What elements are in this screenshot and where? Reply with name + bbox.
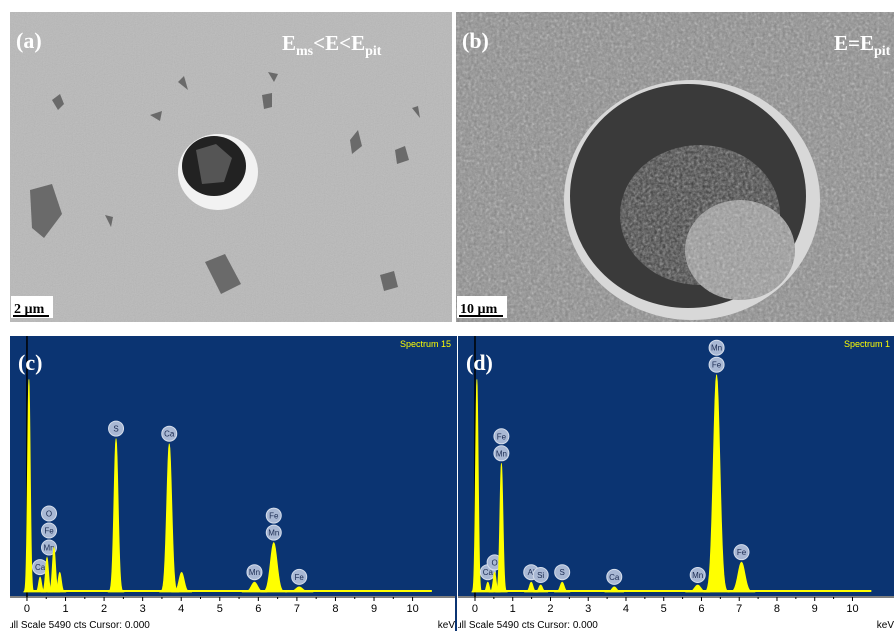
spectrum-name: Spectrum 1	[844, 339, 890, 349]
x-tick-label: 6	[698, 603, 704, 615]
sem-image-a	[10, 12, 452, 322]
x-tick-label: 0	[472, 603, 478, 615]
peak-label: S	[113, 425, 118, 434]
footer: Full Scale 5490 cts Cursor: 0.000	[2, 620, 150, 631]
peak-label: Ca	[164, 430, 175, 439]
condition-part: <E<E	[313, 31, 365, 55]
panel-label: (c)	[18, 350, 42, 375]
x-tick-label: 3	[585, 603, 591, 615]
condition-part: E=E	[834, 31, 874, 55]
panel-label: (d)	[466, 350, 493, 375]
peak-label: Fe	[737, 548, 747, 557]
plot-background	[458, 336, 894, 596]
plot-background	[10, 336, 455, 596]
x-tick-label: 8	[332, 603, 338, 615]
x-tick-label: 5	[217, 603, 223, 615]
peak-label: Fe	[295, 573, 305, 582]
peak-label: Ca	[35, 563, 46, 572]
x-tick-label: 1	[62, 603, 68, 615]
footer: Full Scale 5490 cts Cursor: 0.000	[450, 620, 598, 631]
x-tick-label: 3	[140, 603, 146, 615]
x-tick-label: 8	[774, 603, 780, 615]
x-tick-label: 6	[255, 603, 261, 615]
peak-label: Mn	[249, 568, 260, 577]
x-tick-label: 10	[406, 603, 418, 615]
panel-label: (b)	[462, 28, 489, 53]
sem-image-b	[456, 12, 894, 322]
peak-label: Fe	[712, 361, 722, 370]
figure: (a)Ems<E<Epit2 µm(b)E=Epit10 µm012345678…	[0, 0, 894, 631]
peak-label: O	[491, 558, 497, 567]
x-tick-label: 2	[547, 603, 553, 615]
peak-label: Mn	[496, 449, 507, 458]
peak-label: S	[560, 568, 565, 577]
x-tick-label: 4	[178, 603, 184, 615]
x-tick-label: 5	[661, 603, 667, 615]
scale-bar: 2 µm	[14, 302, 45, 317]
x-tick-label: 7	[294, 603, 300, 615]
x-tick-label: 0	[24, 603, 30, 615]
peak-label: Fe	[497, 432, 507, 441]
spectrum-name: Spectrum 15	[400, 339, 451, 349]
x-tick-label: 9	[812, 603, 818, 615]
peak-label: O	[46, 509, 52, 518]
panel-label: (a)	[16, 28, 42, 53]
condition-part: ms	[296, 44, 314, 59]
peak-label: Fe	[44, 526, 54, 535]
x-tick-label: 9	[371, 603, 377, 615]
x-tick-label: 2	[101, 603, 107, 615]
x-tick-label: 7	[736, 603, 742, 615]
peak-label: Mn	[711, 344, 722, 353]
peak-label: Si	[537, 571, 544, 580]
x-unit: keV	[438, 620, 456, 631]
peak-label: Fe	[269, 512, 279, 521]
peak-label: Mn	[692, 571, 703, 580]
x-tick-label: 10	[846, 603, 858, 615]
x-tick-label: 4	[623, 603, 629, 615]
condition-part: pit	[874, 44, 891, 59]
condition-part: E	[282, 31, 296, 55]
x-unit: keV	[877, 620, 894, 631]
condition-part: pit	[365, 44, 382, 59]
x-tick-label: 1	[510, 603, 516, 615]
scale-bar: 10 µm	[460, 302, 498, 317]
peak-label: Mn	[43, 543, 54, 552]
peak-label: Mn	[268, 529, 279, 538]
peak-label: Ca	[609, 573, 620, 582]
